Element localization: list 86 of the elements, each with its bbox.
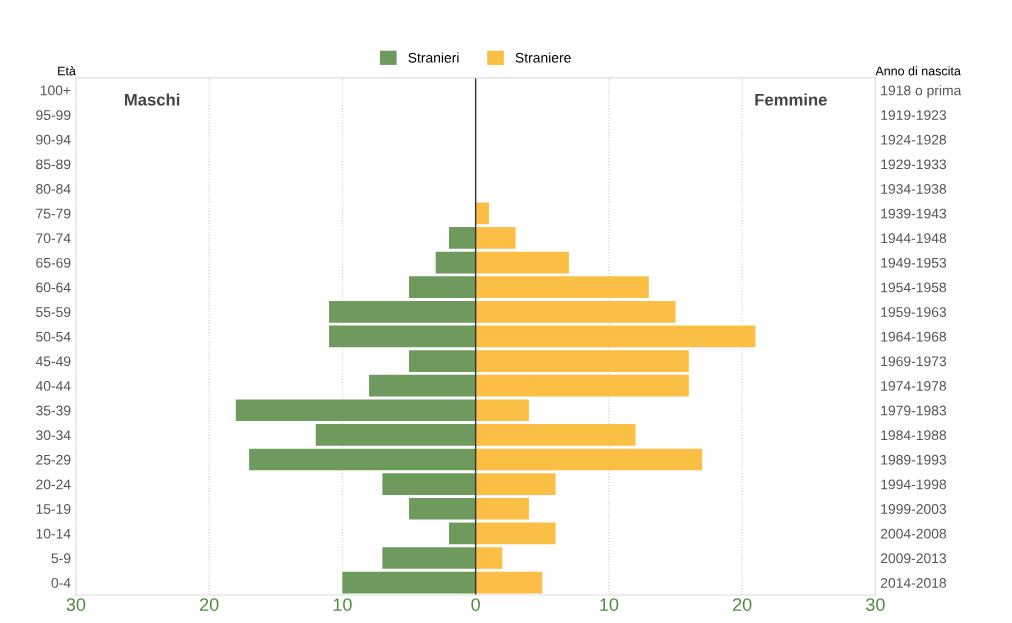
y2-tick-label: 1964-1968 — [881, 331, 947, 342]
y-tick-label: 80-84 — [36, 184, 71, 194]
y-tick-label: 100+ — [40, 85, 71, 96]
bar — [475, 300, 676, 323]
x-tick-label: 30 — [866, 598, 885, 612]
y2-axis-title: Anno di nascita — [875, 66, 961, 76]
y-tick-label: 50-54 — [36, 331, 71, 342]
y2-tick-label: 1984-1988 — [881, 430, 947, 441]
y-tick-label: 35-39 — [36, 405, 71, 416]
y2-tick-label: 1929-1933 — [881, 159, 947, 170]
y-tick-label: 10-14 — [36, 528, 71, 539]
bar — [409, 276, 476, 299]
y-tick-label: 65-69 — [36, 257, 71, 268]
y-tick-label: 95-99 — [36, 110, 71, 120]
y-tick-label: 40-44 — [35, 381, 71, 391]
y-tick-label: 25-29 — [36, 454, 71, 465]
y2-tick-label: 1954-1958 — [881, 282, 947, 293]
bar — [475, 497, 529, 520]
bar — [475, 473, 556, 495]
bar — [382, 547, 476, 569]
y-tick-label: 5-9 — [51, 553, 71, 564]
y2-tick-label: 2009-2013 — [880, 553, 947, 564]
legend-label: Straniere — [515, 52, 571, 63]
y2-tick-label: 1934-1938 — [881, 184, 947, 194]
bar — [329, 325, 476, 348]
bar — [475, 325, 756, 348]
y-tick-label: 90-94 — [36, 134, 71, 145]
bar — [435, 251, 476, 274]
bar — [475, 547, 503, 569]
bar — [342, 571, 476, 594]
annotation: Maschi — [124, 93, 180, 106]
y2-tick-label: 1969-1973 — [881, 356, 947, 367]
bar — [409, 350, 476, 372]
bar — [382, 473, 476, 495]
bar — [475, 251, 569, 274]
x-tick-label: 10 — [600, 598, 619, 612]
y-tick-label: 75-79 — [36, 208, 71, 219]
y-tick-label: 85-89 — [36, 159, 71, 170]
bar — [475, 522, 556, 545]
bar — [369, 374, 476, 397]
y2-tick-label: 1994-1998 — [881, 479, 947, 490]
y2-tick-label: 1918 o prima — [881, 85, 962, 99]
y2-tick-label: 1989-1993 — [881, 454, 947, 465]
y-tick-label: 0-4 — [51, 577, 71, 588]
y2-tick-label: 1979-1983 — [881, 405, 947, 416]
y2-tick-label: 1974-1978 — [881, 381, 947, 391]
x-tick-label: 10 — [333, 598, 352, 612]
bar — [315, 424, 476, 446]
y-tick-label: 20-24 — [36, 479, 71, 490]
bar — [475, 448, 703, 471]
bar — [448, 227, 476, 249]
bar — [329, 300, 476, 323]
bar — [249, 448, 476, 471]
y-axis-title: Età — [58, 66, 76, 76]
bar — [448, 522, 476, 545]
y-tick-label: 15-19 — [36, 504, 71, 514]
x-tick-label: 20 — [200, 598, 219, 612]
bar — [475, 571, 543, 594]
y-tick-label: 30-34 — [36, 430, 71, 441]
bar — [475, 276, 649, 299]
bar — [475, 227, 516, 249]
y2-tick-label: 1944-1948 — [881, 233, 947, 244]
x-tick-label: 0 — [471, 598, 480, 612]
bar — [475, 424, 636, 446]
x-tick-label: 20 — [733, 598, 752, 612]
y2-tick-label: 1924-1928 — [881, 134, 947, 145]
y2-tick-label: 1949-1953 — [881, 257, 947, 268]
bar — [475, 399, 529, 422]
y-tick-label: 45-49 — [35, 356, 71, 367]
y2-tick-label: 1919-1923 — [881, 110, 947, 120]
bar — [475, 374, 689, 397]
y2-tick-label: 1999-2003 — [881, 504, 947, 514]
y2-tick-label: 1959-1963 — [881, 307, 947, 317]
y-tick-label: 70-74 — [36, 233, 71, 244]
annotation: Femmine — [755, 93, 827, 106]
y-tick-label: 60-64 — [36, 282, 71, 293]
x-tick-label: 30 — [66, 598, 86, 612]
legend-label: Stranieri — [408, 52, 459, 63]
bar — [409, 497, 476, 520]
y2-tick-label: 2004-2008 — [880, 528, 947, 539]
y-tick-label: 55-59 — [36, 307, 71, 317]
y2-tick-label: 1939-1943 — [881, 208, 947, 219]
bar — [475, 202, 489, 225]
bar — [475, 350, 689, 372]
bar — [235, 399, 476, 422]
y2-tick-label: 2014-2018 — [880, 577, 947, 588]
